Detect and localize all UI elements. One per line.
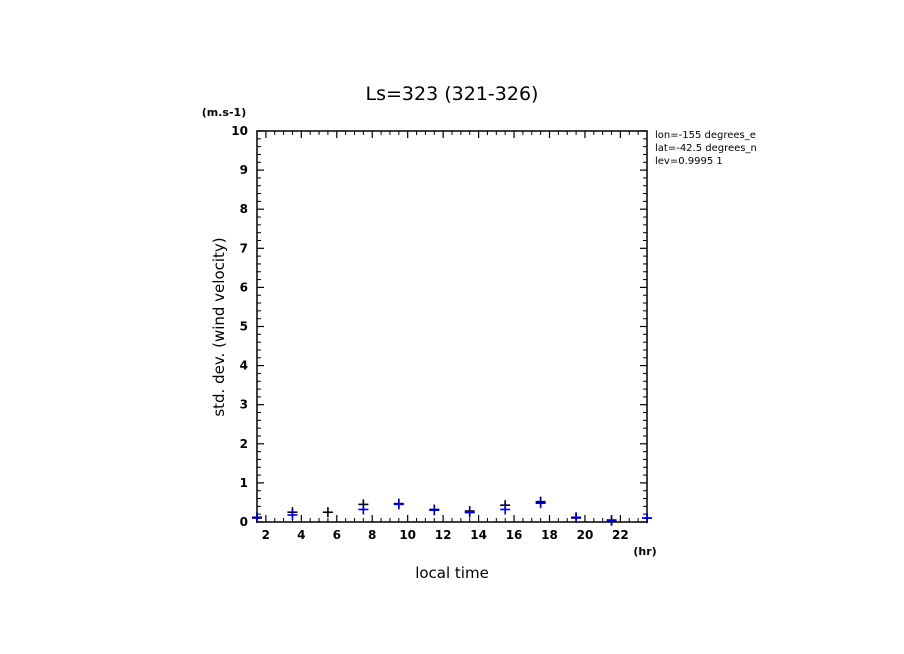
x-tick-label: 12: [435, 528, 452, 542]
y-tick-label: 2: [240, 437, 248, 451]
x-tick-label: 22: [612, 528, 629, 542]
data-markers: [252, 496, 652, 526]
y-tick-label: 6: [240, 280, 248, 294]
x-tick-label: 18: [541, 528, 558, 542]
info-lev: lev=0.9995 1: [655, 156, 723, 167]
x-tick-label: 16: [506, 528, 523, 542]
plot-frame: [256, 130, 648, 523]
y-tick-label: 3: [240, 398, 248, 412]
info-clip: [780, 128, 820, 168]
chart-title: Ls=323 (321-326): [366, 83, 539, 105]
x-axis-unit: (hr): [633, 545, 656, 558]
y-axis-label: std. dev. (wind velocity): [210, 237, 228, 416]
data-point-series-2: [571, 513, 582, 524]
x-tick-label: 6: [333, 528, 341, 542]
y-tick-label: 0: [240, 515, 248, 529]
info-lon: lon=-155 degrees_e: [655, 130, 756, 141]
data-point-series-2: [252, 513, 262, 524]
data-point-series-2: [393, 499, 404, 510]
x-axis-label: local time: [415, 564, 489, 582]
data-point-series-2: [606, 515, 617, 526]
info-annotations: lon=-155 degrees_e lat=-42.5 degrees_n l…: [655, 130, 757, 167]
y-tick-label: 10: [231, 124, 248, 138]
x-tick-label: 2: [262, 528, 270, 542]
data-point-series-1: [322, 507, 333, 518]
y-tick-label: 1: [240, 476, 248, 490]
data-point-series-2: [642, 513, 652, 524]
x-tick-label: 14: [470, 528, 487, 542]
y-tick-label: 8: [240, 202, 248, 216]
y-axis-unit: (m.s-1): [202, 106, 246, 119]
data-point-series-2: [358, 504, 369, 515]
y-tick-label: 4: [240, 359, 248, 373]
y-tick-label: 7: [240, 241, 248, 255]
info-lat: lat=-42.5 degrees_n: [655, 143, 757, 154]
x-tick-label: 8: [368, 528, 376, 542]
y-tick-label: 9: [240, 163, 248, 177]
x-tick-label: 20: [577, 528, 594, 542]
x-tick-label: 10: [399, 528, 416, 542]
y-tick-label: 5: [240, 320, 248, 334]
data-point-series-2: [429, 505, 440, 516]
data-point-series-2: [287, 509, 298, 520]
data-point-series-2: [535, 498, 546, 509]
data-point-series-2: [464, 507, 475, 518]
data-point-series-2: [500, 504, 511, 515]
x-tick-label: 4: [297, 528, 305, 542]
